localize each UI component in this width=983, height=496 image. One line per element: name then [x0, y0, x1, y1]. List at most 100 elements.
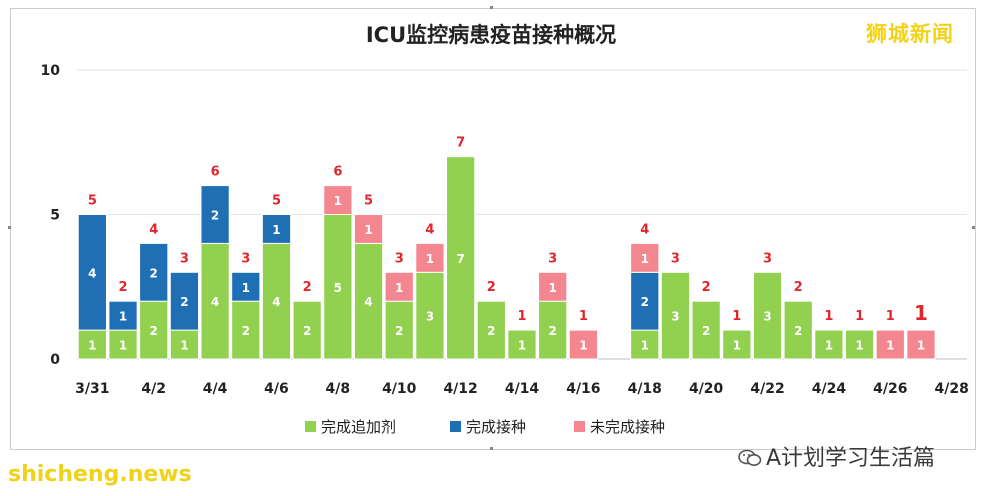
bar-segment [139, 242, 169, 302]
segment-value-label: 4 [272, 295, 280, 309]
total-value-label: 6 [211, 165, 220, 180]
segment-value-label: 1 [825, 339, 833, 353]
bar-segment [476, 300, 506, 360]
y-tick-label: 5 [50, 208, 60, 224]
bar-segment [77, 214, 107, 331]
total-value-label: 1 [886, 309, 895, 324]
segment-value-label: 4 [364, 295, 372, 309]
total-value-label: 1 [517, 309, 526, 324]
x-tick-label: 4/6 [264, 381, 289, 397]
bar-segment [169, 271, 200, 331]
segment-value-label: 2 [395, 324, 403, 338]
segment-value-label: 1 [334, 194, 342, 208]
total-value-label: 4 [640, 222, 649, 237]
legend-swatch [574, 421, 585, 432]
bar-segment [108, 300, 138, 331]
bar-segment [568, 329, 598, 360]
x-tick-label: 4/8 [326, 381, 351, 397]
segment-value-label: 1 [119, 310, 127, 324]
bar-segment [292, 300, 322, 360]
bar-segment [384, 271, 414, 302]
segment-value-label: 1 [579, 339, 587, 353]
segment-value-label: 1 [88, 339, 96, 353]
total-value-label: 3 [763, 251, 772, 266]
segment-value-label: 3 [426, 310, 434, 324]
total-value-label: 5 [272, 194, 281, 209]
total-value-label: 4 [425, 222, 434, 237]
total-value-label: 3 [548, 251, 557, 266]
total-value-label: 2 [794, 280, 803, 295]
segment-value-label: 1 [917, 339, 925, 353]
bar-segment [139, 300, 169, 360]
segment-value-label: 1 [733, 339, 741, 353]
segment-value-label: 1 [426, 252, 434, 266]
total-value-label: 1 [579, 309, 588, 324]
total-value-label: 2 [702, 280, 711, 295]
segment-value-label: 7 [456, 252, 464, 266]
x-tick-label: 4/26 [873, 381, 907, 397]
x-tick-label: 3/31 [75, 381, 109, 397]
segment-value-label: 1 [395, 281, 403, 295]
bar-segment [844, 329, 875, 360]
segment-value-label: 3 [763, 310, 771, 324]
segment-value-label: 2 [794, 324, 802, 338]
bar-segment [169, 329, 200, 360]
bar-segment [323, 214, 353, 360]
segment-value-label: 2 [150, 324, 158, 338]
total-value-label: 3 [241, 251, 250, 266]
bar-segment [415, 242, 445, 273]
total-value-label: 5 [364, 194, 373, 209]
bar-segment [446, 156, 476, 360]
total-value-label: 1 [914, 301, 928, 325]
x-tick-label: 4/24 [812, 381, 847, 397]
segment-value-label: 1 [641, 339, 649, 353]
bar-segment [630, 242, 660, 273]
x-tick-label: 4/20 [689, 381, 724, 397]
x-tick-label: 4/4 [203, 381, 228, 397]
resize-handle-left[interactable] [8, 226, 11, 229]
bar-segment [783, 300, 813, 360]
resize-handle-bottom[interactable] [490, 447, 493, 450]
chart-frame [10, 8, 976, 450]
bar-segment [231, 300, 261, 360]
total-value-label: 3 [671, 251, 680, 266]
x-tick-label: 4/12 [443, 381, 477, 397]
resize-handle-right[interactable] [972, 226, 975, 229]
resize-handle-top[interactable] [490, 6, 493, 9]
wechat-account: A计划学习生活篇 [738, 440, 935, 472]
bar-segment [752, 271, 783, 360]
segment-value-label: 2 [702, 324, 710, 338]
segment-value-label: 1 [242, 281, 250, 295]
y-tick-label: 0 [50, 352, 60, 368]
segment-value-label: 2 [487, 324, 495, 338]
segment-value-label: 1 [119, 339, 127, 353]
y-tick-label: 10 [41, 63, 61, 79]
total-value-label: 4 [149, 222, 158, 237]
total-value-label: 2 [303, 280, 312, 295]
legend-swatch [450, 421, 461, 432]
x-tick-label: 4/2 [141, 381, 166, 397]
total-value-label: 2 [487, 280, 496, 295]
x-tick-label: 4/22 [750, 381, 784, 397]
total-value-label: 6 [333, 165, 342, 180]
segment-value-label: 4 [211, 295, 219, 309]
legend-swatch [305, 421, 316, 432]
x-tick-label: 4/10 [382, 381, 417, 397]
bar-segment [261, 214, 292, 244]
bar-segment [261, 242, 292, 360]
total-value-label: 1 [732, 309, 741, 324]
segment-value-label: 2 [242, 324, 250, 338]
segment-value-label: 1 [518, 339, 526, 353]
total-value-label: 1 [855, 309, 864, 324]
segment-value-label: 2 [180, 295, 188, 309]
x-tick-label: 4/28 [934, 381, 968, 397]
total-value-label: 1 [824, 309, 833, 324]
bar-segment [691, 300, 721, 360]
x-tick-label: 4/18 [628, 381, 662, 397]
segment-value-label: 5 [334, 281, 342, 295]
brand-logo-text: 狮城新闻 [866, 22, 954, 46]
total-value-label: 7 [456, 136, 465, 151]
bar-segment [507, 329, 537, 360]
bar-segment [415, 271, 445, 360]
bar-segment [353, 214, 384, 244]
